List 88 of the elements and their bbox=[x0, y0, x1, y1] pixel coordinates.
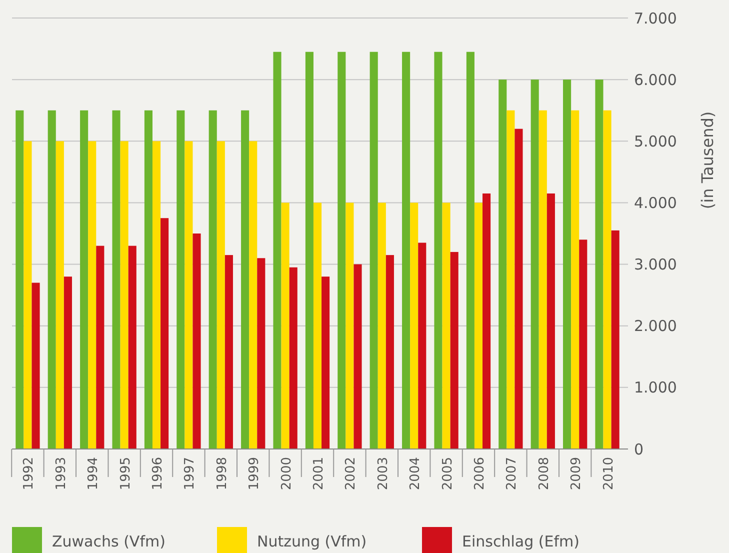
bar bbox=[257, 258, 266, 449]
x-tick-label: 1995 bbox=[118, 457, 134, 490]
x-tick-label: 1998 bbox=[214, 457, 230, 490]
bar bbox=[579, 240, 588, 449]
bar bbox=[611, 230, 620, 449]
x-tick-label: 2000 bbox=[279, 457, 294, 490]
bar bbox=[410, 202, 418, 449]
bar bbox=[192, 234, 201, 449]
bar bbox=[378, 202, 386, 449]
bar bbox=[346, 202, 354, 449]
x-tick-label: 1993 bbox=[54, 457, 69, 490]
x-tick-label: 1996 bbox=[150, 457, 166, 490]
bar bbox=[24, 141, 32, 449]
legend-label: Einschlag (Efm) bbox=[462, 532, 580, 550]
bar bbox=[402, 52, 410, 449]
bar bbox=[224, 255, 233, 449]
bar bbox=[241, 110, 250, 449]
bar bbox=[305, 52, 314, 449]
bar bbox=[16, 110, 24, 449]
bar bbox=[442, 202, 450, 449]
bar bbox=[498, 80, 507, 449]
bar bbox=[603, 110, 612, 449]
bar bbox=[370, 52, 378, 449]
bar bbox=[289, 267, 298, 449]
y-tick-label: 2.000 bbox=[634, 317, 677, 336]
x-tick-label: 2009 bbox=[569, 457, 584, 490]
x-tick-label: 1999 bbox=[247, 457, 262, 490]
bar bbox=[563, 80, 572, 449]
bar bbox=[338, 52, 346, 449]
bar bbox=[48, 110, 56, 449]
bar bbox=[249, 141, 258, 449]
bar bbox=[273, 52, 282, 449]
bar bbox=[418, 242, 426, 449]
y-tick-label: 5.000 bbox=[634, 132, 677, 150]
bar bbox=[216, 141, 225, 449]
bar bbox=[538, 110, 547, 449]
bar bbox=[450, 252, 458, 449]
bar bbox=[160, 218, 169, 449]
x-tick-label: 2008 bbox=[536, 457, 552, 490]
y-tick-label: 4.000 bbox=[634, 194, 677, 212]
x-tick-label: 2003 bbox=[376, 457, 391, 490]
x-tick-label: 2006 bbox=[472, 457, 488, 490]
x-tick-label: 2001 bbox=[312, 457, 326, 490]
bar bbox=[152, 141, 161, 449]
x-tick-label: 2004 bbox=[408, 457, 424, 490]
bar bbox=[482, 193, 491, 449]
bar bbox=[128, 246, 136, 449]
bar bbox=[208, 110, 217, 449]
bar bbox=[322, 276, 330, 449]
bar bbox=[514, 128, 523, 449]
x-tick-label: 2005 bbox=[440, 457, 456, 490]
bar bbox=[144, 110, 152, 449]
x-tick-label: 1992 bbox=[22, 457, 37, 490]
bar bbox=[530, 80, 539, 449]
bar bbox=[176, 110, 185, 449]
bar bbox=[281, 202, 290, 449]
y-tick-label: 1.000 bbox=[634, 378, 677, 397]
x-tick-label: 2010 bbox=[601, 457, 616, 490]
bar bbox=[354, 264, 362, 449]
bar bbox=[96, 246, 104, 449]
x-tick-label: 1997 bbox=[182, 457, 198, 490]
x-tick-label: 2007 bbox=[504, 457, 520, 490]
y-tick-label: 0 bbox=[634, 440, 644, 458]
bar bbox=[32, 282, 40, 449]
legend-label: Nutzung (Vfm) bbox=[257, 532, 367, 550]
bar bbox=[313, 202, 322, 449]
bar bbox=[546, 193, 555, 449]
bar bbox=[56, 141, 64, 449]
bar bbox=[434, 52, 442, 449]
legend-label: Zuwachs (Vfm) bbox=[52, 532, 166, 550]
bar bbox=[571, 110, 580, 449]
y-tick-label: 7.000 bbox=[634, 9, 677, 28]
bar bbox=[112, 110, 120, 449]
bar bbox=[466, 52, 474, 449]
bar bbox=[506, 110, 515, 449]
bar bbox=[386, 255, 394, 449]
bar bbox=[474, 202, 483, 449]
y-tick-label: 6.000 bbox=[634, 70, 677, 89]
bar bbox=[184, 141, 193, 449]
x-tick-label: 2002 bbox=[344, 457, 359, 490]
x-tick-label: 1994 bbox=[86, 457, 102, 490]
bar bbox=[120, 141, 128, 449]
bar bbox=[88, 141, 96, 449]
y-axis-title: (in Tausend) bbox=[698, 111, 717, 210]
y-tick-label: 3.000 bbox=[634, 256, 677, 274]
bar bbox=[64, 276, 72, 449]
bar bbox=[595, 80, 604, 449]
bar bbox=[80, 110, 88, 449]
